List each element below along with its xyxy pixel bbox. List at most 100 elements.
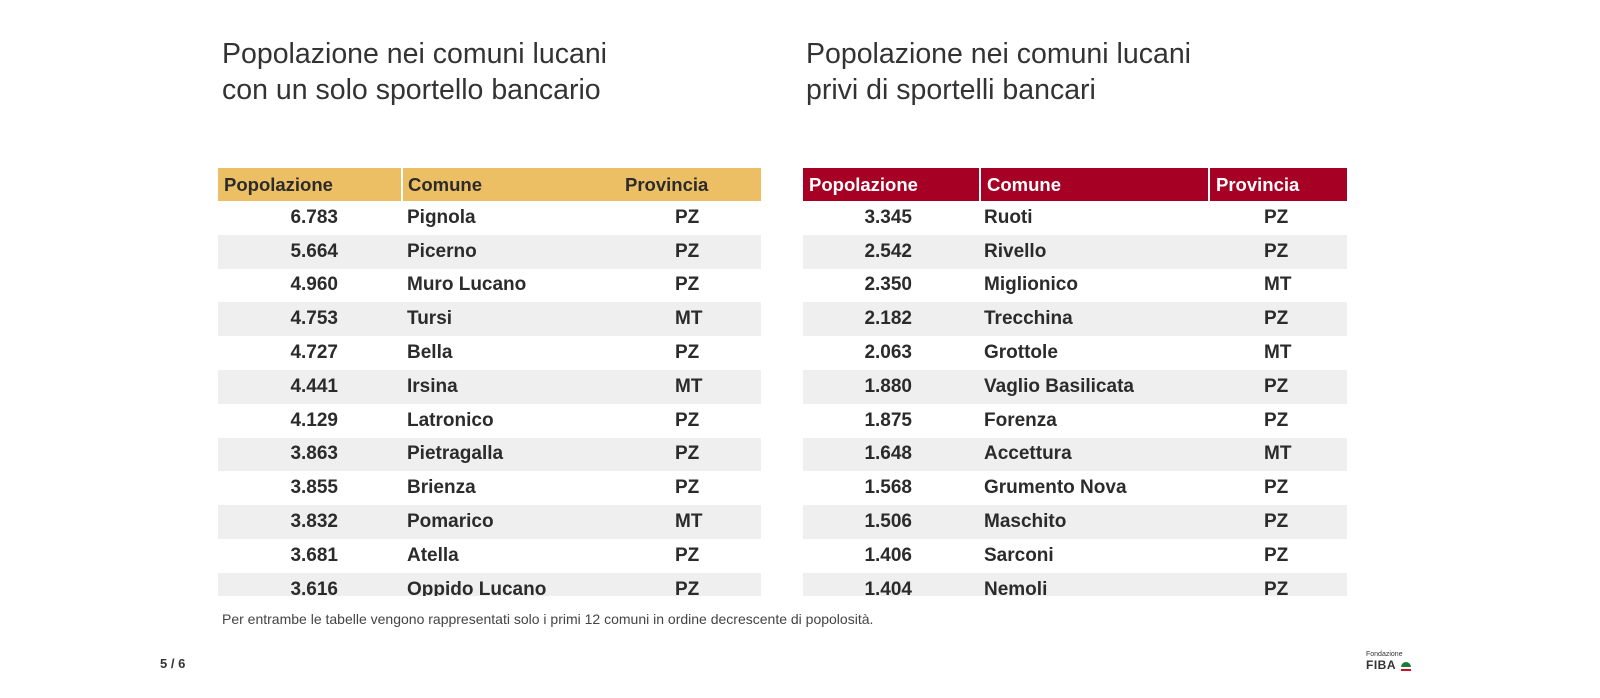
left-header-comune: Comune xyxy=(408,173,482,195)
left-table-header-row: Popolazione Comune Provincia xyxy=(218,168,761,201)
right-cell-popolazione: 2.350 xyxy=(803,268,980,303)
right-cell-popolazione: 1.880 xyxy=(803,369,980,404)
left-cell-popolazione: 3.616 xyxy=(218,572,402,596)
page-indicator: 5 / 6 xyxy=(160,656,186,671)
right-cell-comune: Trecchina xyxy=(980,302,1209,337)
left-cell-popolazione: 4.441 xyxy=(218,369,402,404)
left-table-row: 3.863 Pietragalla PZ xyxy=(218,437,761,472)
left-cell-comune: Atella PZ xyxy=(402,538,761,573)
left-table-row: 5.664 Picerno PZ xyxy=(218,234,761,269)
left-cell-provincia: PZ xyxy=(675,578,700,596)
left-table-row: 3.855 Brienza PZ xyxy=(218,471,761,506)
left-table-row: 4.129 Latronico PZ xyxy=(218,403,761,438)
left-cell-comune-text: Brienza xyxy=(407,477,476,499)
left-cell-comune: Oppido Lucano PZ xyxy=(402,572,761,596)
right-cell-popolazione: 1.648 xyxy=(803,437,980,472)
left-cell-popolazione: 4.753 xyxy=(218,302,402,337)
right-table-container: Popolazione Comune Provincia 3.345 Ruoti P… xyxy=(803,168,1347,596)
left-table-row: 6.783 Pignola PZ xyxy=(218,201,761,235)
left-cell-comune: Bella PZ xyxy=(402,336,761,370)
left-cell-comune: Brienza PZ xyxy=(402,471,761,506)
left-cell-comune-text: Picerno xyxy=(407,240,477,262)
left-cell-comune: Latronico PZ xyxy=(402,403,761,438)
left-cell-provincia: PZ xyxy=(675,342,700,364)
left-cell-comune-text: Latronico xyxy=(407,409,494,431)
left-cell-popolazione: 4.727 xyxy=(218,336,402,370)
right-table-row: 1.875 Forenza PZ xyxy=(803,403,1347,438)
right-header-popolazione: Popolazione xyxy=(803,168,980,201)
right-header-provincia: Provincia xyxy=(1208,168,1347,201)
left-cell-popolazione: 3.855 xyxy=(218,471,402,506)
left-cell-popolazione: 4.960 xyxy=(218,268,402,303)
right-title-line2: privi di sportelli bancari xyxy=(806,74,1096,106)
right-cell-provincia: MT xyxy=(1209,268,1347,303)
right-cell-popolazione: 1.404 xyxy=(803,572,980,596)
left-table-container: Popolazione Comune Provincia 6.783 Pignola… xyxy=(218,168,761,596)
right-table-row: 3.345 Ruoti PZ xyxy=(803,201,1347,235)
left-table-row: 4.960 Muro Lucano PZ xyxy=(218,268,761,303)
left-cell-comune-text: Pignola xyxy=(407,206,476,228)
right-cell-comune: Accettura xyxy=(980,437,1209,472)
left-cell-comune: Muro Lucano PZ xyxy=(402,268,761,303)
right-cell-comune: Forenza xyxy=(980,403,1209,438)
left-cell-provincia: PZ xyxy=(675,409,700,431)
right-cell-popolazione: 3.345 xyxy=(803,201,980,235)
left-cell-comune: Picerno PZ xyxy=(402,234,761,269)
left-cell-popolazione: 4.129 xyxy=(218,403,402,438)
left-title-line2: con un solo sportello bancario xyxy=(222,74,601,106)
right-table-row: 1.506 Maschito PZ xyxy=(803,505,1347,539)
right-cell-popolazione: 2.182 xyxy=(803,302,980,337)
right-cell-popolazione: 2.063 xyxy=(803,336,980,370)
left-cell-comune-text: Pomarico xyxy=(407,511,494,533)
left-cell-popolazione: 3.681 xyxy=(218,538,402,573)
right-table-row: 2.542 Rivello PZ xyxy=(803,234,1347,269)
fondazione-fiba-logo: Fondazione FIBA xyxy=(1366,651,1418,673)
left-cell-comune-text: Tursi xyxy=(407,308,453,330)
left-cell-provincia: MT xyxy=(675,375,703,397)
right-cell-comune: Rivello xyxy=(980,234,1209,269)
left-cell-provincia: PZ xyxy=(675,274,700,296)
left-header-comune-provincia: Comune Provincia xyxy=(401,168,761,201)
logo-small-text: Fondazione xyxy=(1366,651,1403,658)
right-cell-comune: Maschito xyxy=(980,505,1209,539)
right-table-row: 2.350 Miglionico MT xyxy=(803,268,1347,303)
footnote: Per entrambe le tabelle vengono rapprese… xyxy=(222,611,874,627)
left-cell-comune: Tursi MT xyxy=(402,302,761,337)
left-table-body: 6.783 Pignola PZ 5.664 Picerno PZ 4.960 Muro Lu… xyxy=(218,201,761,596)
left-cell-popolazione: 5.664 xyxy=(218,234,402,269)
right-cell-provincia: PZ xyxy=(1209,302,1347,337)
left-cell-provincia: PZ xyxy=(675,544,700,566)
right-cell-provincia: PZ xyxy=(1209,369,1347,404)
right-cell-popolazione: 1.406 xyxy=(803,538,980,573)
left-header-popolazione: Popolazione xyxy=(218,168,402,201)
left-cell-comune-text: Atella xyxy=(407,544,459,566)
left-cell-popolazione: 3.832 xyxy=(218,505,402,539)
right-cell-comune: Vaglio Basilicata xyxy=(980,369,1209,404)
left-cell-comune: Pignola PZ xyxy=(402,201,761,235)
left-cell-comune: Pomarico MT xyxy=(402,505,761,539)
left-cell-popolazione: 6.783 xyxy=(218,201,402,235)
right-cell-provincia: PZ xyxy=(1209,201,1347,235)
logo-big-text: FIBA xyxy=(1366,658,1396,672)
right-cell-popolazione: 1.506 xyxy=(803,505,980,539)
left-cell-comune-text: Oppido Lucano xyxy=(407,578,547,596)
right-table-row: 1.406 Sarconi PZ xyxy=(803,538,1347,573)
right-cell-provincia: PZ xyxy=(1209,471,1347,506)
left-table-row: 4.441 Irsina MT xyxy=(218,369,761,404)
right-cell-comune: Grumento Nova xyxy=(980,471,1209,506)
right-cell-provincia: PZ xyxy=(1209,234,1347,269)
right-table-row: 2.063 Grottole MT xyxy=(803,336,1347,370)
right-table-row: 1.404 Nemoli PZ xyxy=(803,572,1347,596)
right-cell-provincia: PZ xyxy=(1209,538,1347,573)
right-cell-provincia: PZ xyxy=(1209,403,1347,438)
right-title-line1: Popolazione nei comuni lucani xyxy=(806,38,1192,70)
left-cell-provincia: PZ xyxy=(675,206,700,228)
left-table-row: 4.753 Tursi MT xyxy=(218,302,761,337)
left-cell-provincia: PZ xyxy=(675,443,700,465)
left-table-title: Popolazione nei comuni lucani con un sol… xyxy=(222,36,607,108)
right-cell-comune: Miglionico xyxy=(980,268,1209,303)
left-cell-comune: Pietragalla PZ xyxy=(402,437,761,472)
right-header-comune: Comune xyxy=(979,168,1209,201)
right-cell-comune: Grottole xyxy=(980,336,1209,370)
right-table: Popolazione Comune Provincia 3.345 Ruoti P… xyxy=(803,168,1347,596)
